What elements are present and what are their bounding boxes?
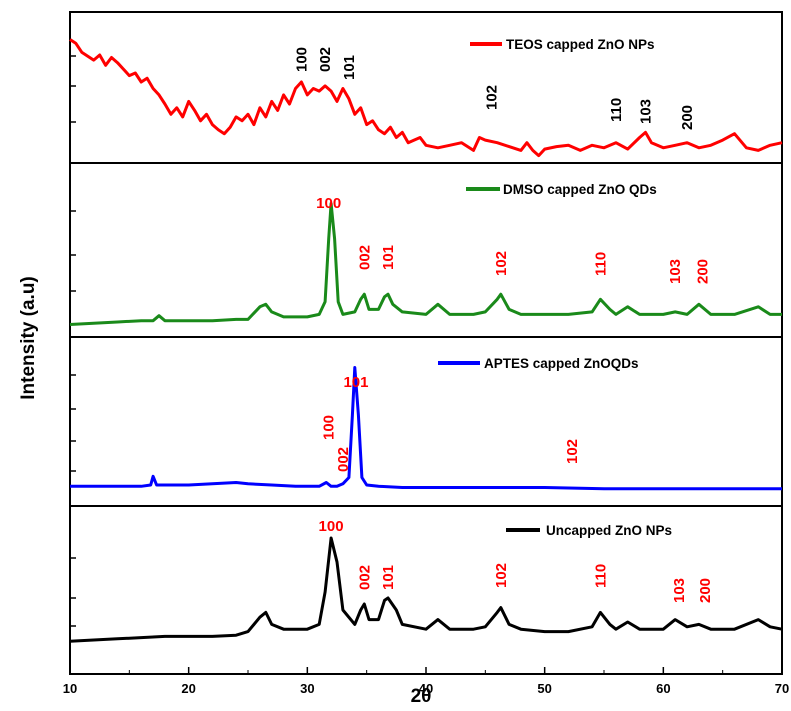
panel-dmso: DMSO capped ZnO QDs 100 002 101 102 110 103 200 [69,162,783,338]
x-axis: 10 20 30 40 50 60 70 [63,667,789,696]
x-tick-label: 10 [63,681,77,696]
peak-label: 101 [341,55,358,80]
series-line-aptes [70,366,782,491]
x-tick-label: 40 [419,681,433,696]
x-tick-label: 60 [656,681,670,696]
peak-label: 102 [493,563,510,588]
x-tick-label: 20 [181,681,195,696]
peak-label: 002 [356,565,373,590]
peak-label: 100 [293,47,310,72]
y-axis-title: Intensity (a.u) [18,276,39,400]
peak-label: 002 [356,245,373,270]
x-tick-label: 30 [300,681,314,696]
panels-layer: TEOS capped ZnO NPs 100 002 101 102 110 103 200… [69,11,783,675]
peak-label: 110 [592,252,609,276]
peak-label: 110 [592,564,609,588]
peak-label: 200 [695,259,712,284]
peak-label: 100 [319,518,344,535]
series-line-teos [69,38,783,158]
peak-label: 102 [493,251,510,276]
x-tick-label: 70 [775,681,789,696]
peak-label: 103 [638,99,655,124]
peak-label: 100 [316,195,341,212]
peak-label: 002 [317,47,334,72]
x-tick-label: 50 [537,681,551,696]
panel-aptes: APTES capped ZnOQDs 100 002 101 102 [69,336,783,507]
legend-label: DMSO capped ZnO QDs [503,182,657,197]
peak-label: 200 [679,105,696,130]
peak-label: 110 [608,98,625,122]
peak-label: 002 [335,447,352,472]
legend-label: TEOS capped ZnO NPs [506,37,655,52]
peak-label: 102 [564,439,581,464]
peak-label: 101 [380,565,397,590]
peak-label: 103 [671,578,688,603]
series-line-dmso [69,202,782,326]
peak-label: 101 [380,245,397,270]
peak-label: 200 [697,578,714,603]
peak-label: 100 [321,415,338,440]
peak-label: 102 [483,85,500,110]
peak-label: 103 [667,259,684,284]
peak-label: 101 [343,374,368,391]
x-axis-title: 2θ [411,686,432,707]
legend-label: Uncapped ZnO NPs [546,523,672,538]
series-line-uncapped [69,536,783,643]
legend-label: APTES capped ZnOQDs [484,356,639,371]
